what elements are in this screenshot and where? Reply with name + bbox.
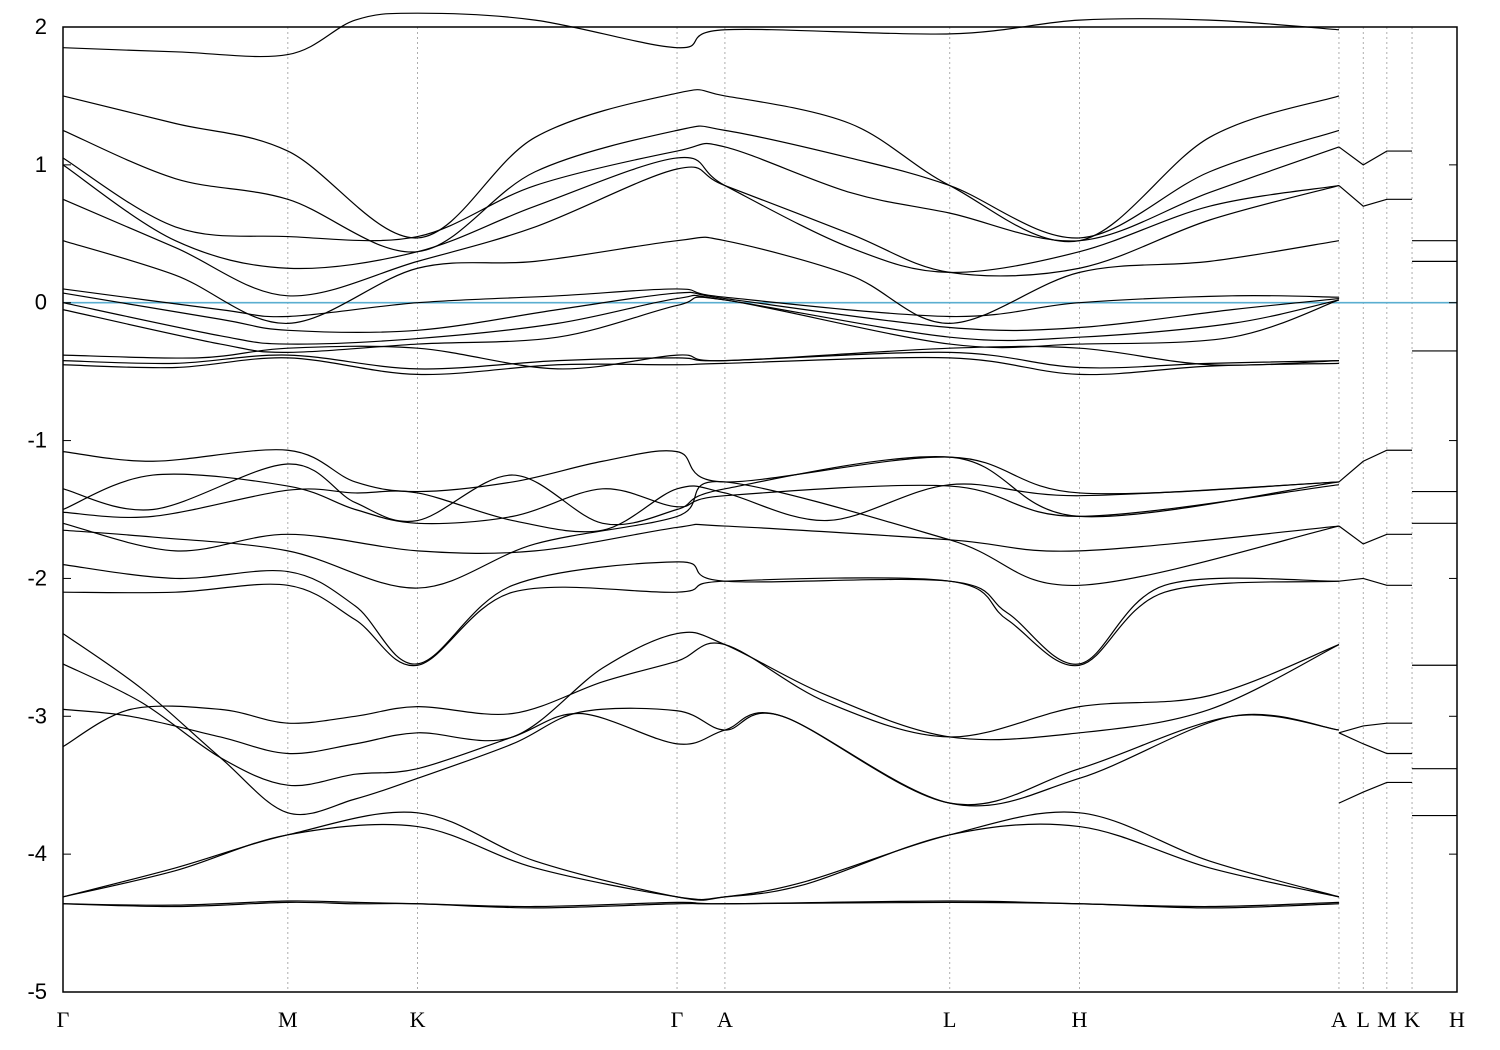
band-segment: [1338, 781, 1413, 804]
band-line: [62, 236, 1340, 324]
band-line: [62, 294, 1340, 345]
band-lines: [62, 12, 1457, 909]
band-line: [62, 577, 1339, 667]
band-line: [62, 481, 1340, 589]
kpoint-label: H: [1072, 1007, 1088, 1032]
kpoint-label: Γ: [671, 1007, 684, 1032]
band-line: [62, 561, 1339, 665]
band-line: [62, 166, 1340, 297]
band-line: [62, 356, 1339, 376]
band-line: [62, 156, 1340, 273]
band-segment: [1338, 722, 1413, 734]
y-tick-label: -4: [27, 841, 47, 866]
band-line: [62, 811, 1340, 901]
band-line: [62, 642, 1340, 748]
band-segment: [1338, 525, 1413, 545]
kpoint-label: K: [410, 1007, 426, 1032]
y-tick-label: 0: [35, 290, 47, 315]
band-line: [62, 345, 1339, 370]
band-line: [62, 351, 1339, 370]
y-tick-label: -3: [27, 703, 47, 728]
y-tick-label: 2: [35, 14, 47, 39]
band-line: [62, 456, 1340, 526]
band-line: [62, 481, 1339, 533]
y-tick-label: -1: [27, 428, 47, 453]
band-line: [62, 663, 1340, 806]
kpoint-label: M: [1377, 1007, 1397, 1032]
band-line: [62, 142, 1340, 242]
kpoint-label: L: [943, 1007, 956, 1032]
band-line: [62, 291, 1340, 333]
band-line: [62, 823, 1340, 901]
y-axis-ticks: -5 -4 -3 -2 -1 0 1 2: [27, 14, 1457, 1004]
kpoint-label: M: [278, 1007, 298, 1032]
band-segment: [1338, 185, 1413, 207]
kpoint-gridlines: [287, 27, 1413, 992]
band-segment: [1338, 577, 1413, 586]
kpoint-label: A: [1331, 1007, 1347, 1032]
kpoint-label: L: [1357, 1007, 1370, 1032]
band-line: [62, 125, 1340, 253]
band-segment: [1338, 732, 1413, 755]
band-line: [62, 522, 1340, 554]
band-line: [62, 631, 1340, 755]
band-line: [62, 296, 1340, 353]
band-segment: [1338, 146, 1413, 166]
y-tick-label: -2: [27, 565, 47, 590]
kpoint-label: A: [717, 1007, 733, 1032]
band-line: [62, 449, 1339, 495]
band-line: [62, 89, 1340, 243]
plot-frame: [62, 26, 1458, 993]
band-line: [62, 633, 1340, 816]
band-line: [62, 12, 1340, 58]
y-tick-label: -5: [27, 979, 47, 1004]
band-line: [62, 900, 1339, 908]
kpoint-label: K: [1404, 1007, 1420, 1032]
y-tick-label: 1: [35, 152, 47, 177]
band-line: [62, 473, 1340, 525]
kpoint-label: Γ: [57, 1007, 70, 1032]
band-line: [62, 288, 1339, 318]
kpoint-label: H: [1449, 1007, 1465, 1032]
band-segment: [1338, 449, 1413, 483]
